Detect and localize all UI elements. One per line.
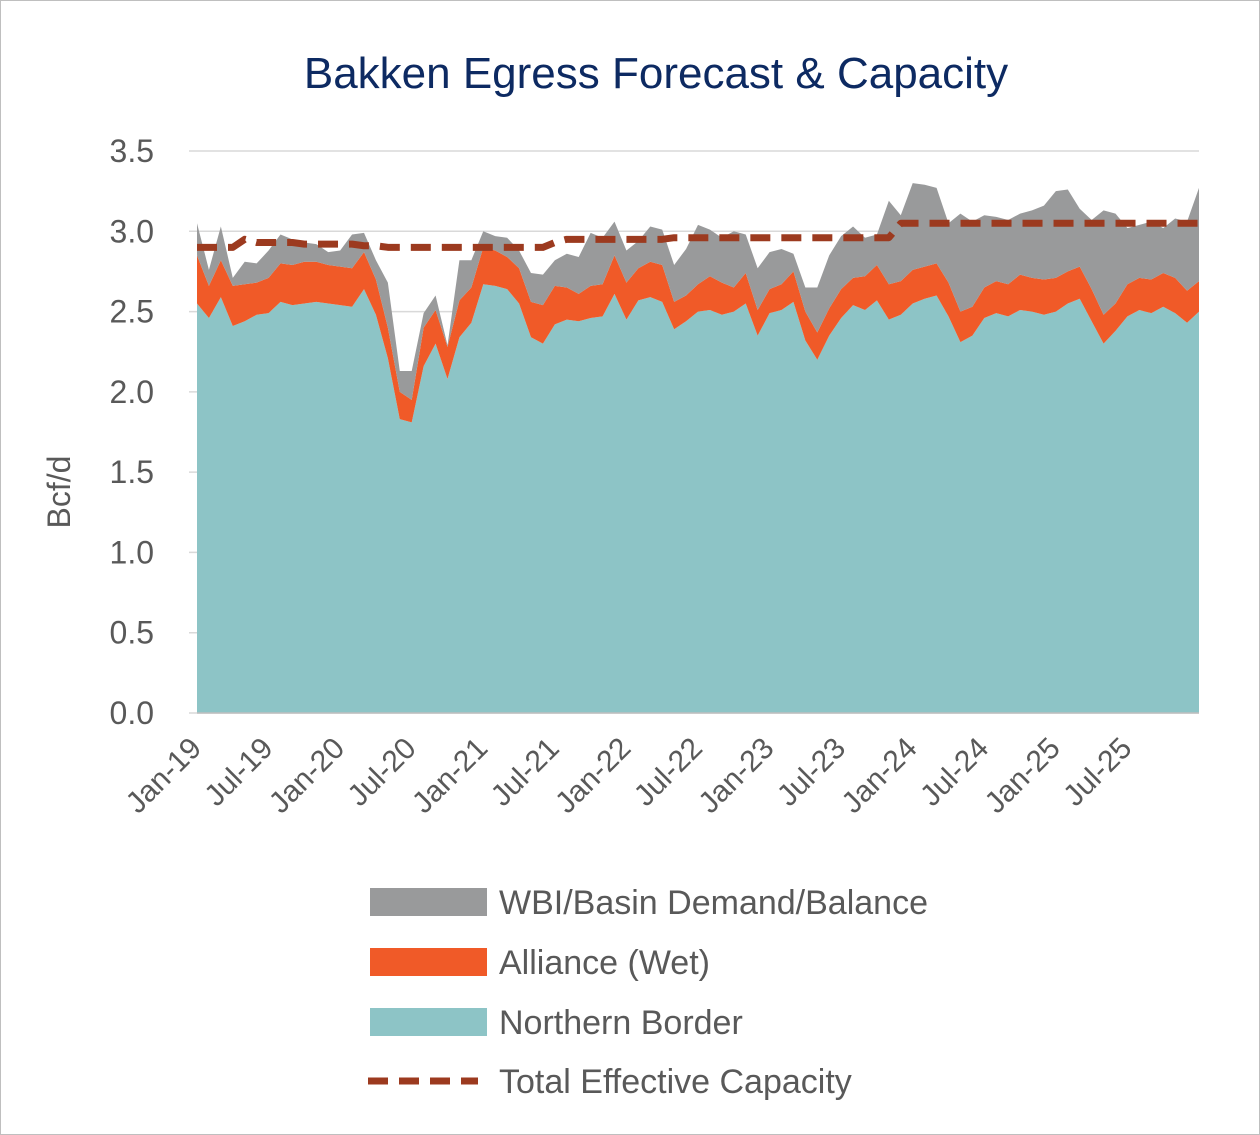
x-tick-label: Jan-24 (835, 732, 923, 820)
capacity-line-layer (197, 219, 1199, 251)
area-wbi-basin-demand-balance (197, 183, 1199, 400)
y-tick-label: 1.0 (110, 534, 154, 570)
area-alliance-wet (197, 247, 1199, 423)
x-tick-label: Jan-21 (406, 732, 494, 820)
legend-label-alliance-wet: Alliance (Wet) (499, 944, 710, 982)
y-axis-label: Bcf/d (41, 456, 77, 529)
x-tick-label: Jan-20 (263, 732, 351, 820)
x-tick-label: Jul-25 (1057, 732, 1138, 813)
area-northern-border (197, 284, 1199, 713)
y-tick-label: 0.5 (110, 615, 154, 651)
legend-label-total-effective-capacity: Total Effective Capacity (499, 1063, 852, 1101)
y-tick-label: 0.0 (110, 695, 154, 731)
x-tick-label: Jan-23 (692, 732, 780, 820)
plot-areas (197, 183, 1199, 713)
legend-swatch-alliance-wet (370, 948, 487, 976)
x-tick-label: Jan-25 (979, 732, 1067, 820)
y-tick-label: 1.5 (110, 454, 154, 490)
capacity-line (197, 219, 1199, 251)
y-axis: 0.0 0.5 1.0 1.5 2.0 2.5 3.0 3.5 (110, 133, 154, 731)
y-tick-label: 3.0 (110, 213, 154, 249)
legend-swatch-wbi-basin-demand-balance (370, 888, 487, 916)
chart-title: Bakken Egress Forecast & Capacity (304, 49, 1008, 98)
legend-swatch-northern-border (370, 1008, 487, 1036)
legend-label-northern-border: Northern Border (499, 1004, 743, 1042)
y-tick-label: 3.5 (110, 133, 154, 169)
legend: WBI/Basin Demand/Balance Alliance (Wet) No… (368, 884, 928, 1101)
legend-label-wbi-basin-demand-balance: WBI/Basin Demand/Balance (499, 884, 928, 922)
x-axis: Jan-19Jul-19Jan-20Jul-20Jan-21Jul-21Jan-… (120, 712, 1199, 820)
x-tick-label: Jan-22 (549, 732, 637, 820)
x-tick-label: Jan-19 (120, 732, 208, 820)
y-tick-label: 2.5 (110, 294, 154, 330)
y-tick-label: 2.0 (110, 374, 154, 410)
